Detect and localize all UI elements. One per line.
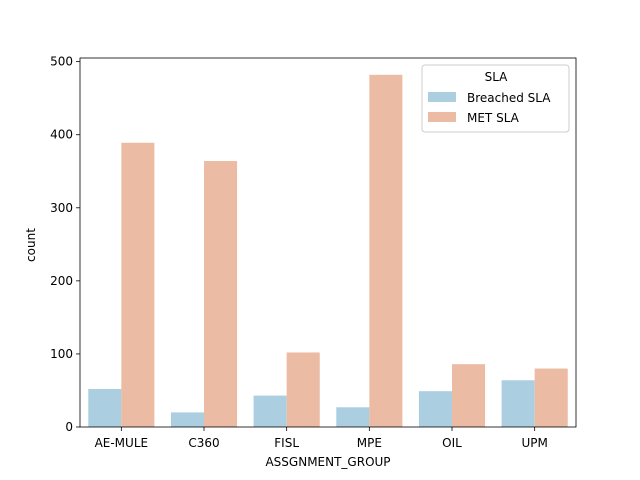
legend-label-0: Breached SLA	[467, 91, 551, 105]
bar-ae-mule-series-0	[88, 389, 122, 427]
bar-oil-series-0	[418, 391, 452, 427]
bar-ae-mule-series-1	[121, 142, 155, 427]
y-axis-label: count	[24, 228, 38, 262]
bars-layer	[88, 74, 568, 427]
legend-label-1: MET SLA	[467, 111, 520, 125]
y-tick-label: 200	[50, 274, 73, 288]
bar-fisl-series-1	[286, 352, 320, 427]
bar-mpe-series-0	[336, 407, 370, 427]
bar-c360-series-1	[204, 161, 238, 427]
x-axis-label: ASSGNMENT_GROUP	[265, 455, 390, 469]
legend-items: Breached SLA MET SLA	[428, 91, 551, 125]
x-tick-label: UPM	[521, 436, 547, 450]
y-tick-label: 500	[50, 55, 73, 69]
x-tick-label: OIL	[442, 436, 462, 450]
x-tick-label: C360	[188, 436, 219, 450]
x-tick-label: AE-MULE	[95, 436, 149, 450]
legend-title: SLA	[485, 70, 509, 84]
legend-frame	[421, 64, 570, 133]
y-tick-label: 300	[50, 201, 73, 215]
bar-upm-series-0	[501, 380, 535, 427]
legend-swatch-0	[428, 92, 456, 102]
bar-c360-series-0	[170, 412, 204, 427]
bar-fisl-series-0	[253, 395, 287, 427]
legend: SLA Breached SLA MET SLA	[421, 64, 570, 133]
plot-frame	[79, 57, 577, 428]
y-tick-label: 400	[50, 128, 73, 142]
x-tick-label: MPE	[357, 436, 382, 450]
axes-layer: 0 100 200 300 400 500 AE-MULE C360 FISL MPE OIL UPM	[50, 55, 577, 450]
y-tick-label: 100	[50, 347, 73, 361]
legend-swatch-1	[428, 112, 456, 122]
x-tick-label: FISL	[274, 436, 299, 450]
y-tick-label: 0	[65, 420, 73, 434]
bar-upm-series-1	[534, 368, 568, 427]
bar-oil-series-1	[452, 364, 486, 427]
bar-mpe-series-1	[369, 74, 403, 427]
